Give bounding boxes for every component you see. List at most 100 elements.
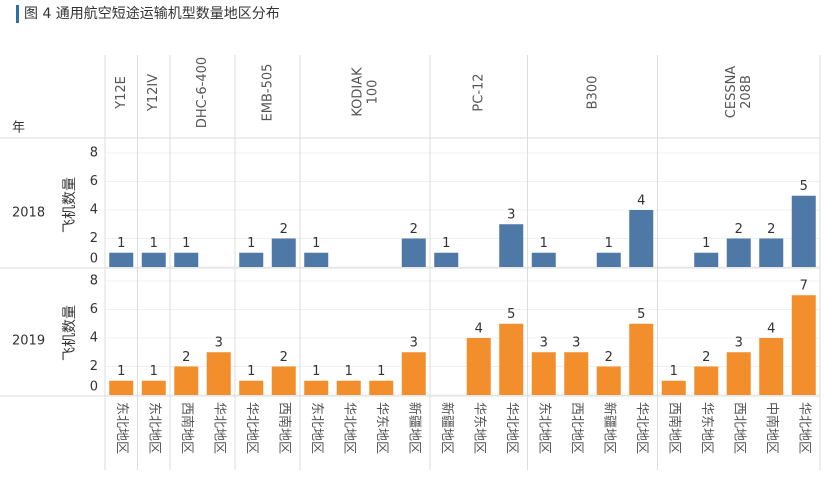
bar xyxy=(271,366,296,395)
bar xyxy=(596,366,621,395)
x-tick-label: 西北地区 xyxy=(731,402,746,454)
bar xyxy=(206,352,231,395)
group-header: KODIAK 100 xyxy=(350,67,381,117)
value-label: 3 xyxy=(540,336,548,351)
bar xyxy=(239,252,264,267)
x-tick-label: 新疆地区 xyxy=(406,402,422,454)
group-header: DHC-6-400 xyxy=(195,56,211,128)
x-tick-label: 西南地区 xyxy=(276,402,292,454)
group-header: PC-12 xyxy=(471,72,487,112)
value-label: 3 xyxy=(735,336,743,351)
bar xyxy=(466,337,491,395)
y-tick-label: 0 xyxy=(90,252,98,267)
value-label: 2 xyxy=(410,222,418,237)
chart-title: 图 4 通用航空短途运输机型数量地区分布 xyxy=(24,5,280,22)
value-label: 1 xyxy=(377,364,385,379)
bar xyxy=(434,252,459,267)
bar xyxy=(596,252,621,267)
value-label: 2 xyxy=(605,350,613,365)
y-tick-label: 0 xyxy=(90,380,98,395)
bar xyxy=(759,337,784,395)
x-tick-label: 华东地区 xyxy=(471,402,486,454)
bar xyxy=(629,323,654,395)
x-tick-label: 东北地区 xyxy=(536,402,551,454)
x-tick-label: 华东地区 xyxy=(699,402,714,454)
bar xyxy=(564,352,589,395)
x-tick-label: 华北地区 xyxy=(504,402,519,454)
x-tick-label: 新疆地区 xyxy=(601,402,617,454)
x-tick-label: 东北地区 xyxy=(114,402,129,454)
value-label: 1 xyxy=(182,236,190,251)
value-label: 1 xyxy=(150,364,158,379)
x-tick-label: 华北地区 xyxy=(796,402,811,454)
value-label: 1 xyxy=(605,236,613,251)
y-tick-label: 8 xyxy=(90,145,98,160)
value-label: 1 xyxy=(117,364,125,379)
value-label: 1 xyxy=(702,236,710,251)
x-tick-label: 新疆地区 xyxy=(439,402,455,454)
value-label: 2 xyxy=(280,222,288,237)
group-header: B300 xyxy=(584,75,600,109)
value-label: 2 xyxy=(702,350,710,365)
bar xyxy=(531,252,556,267)
x-tick-label: 西北地区 xyxy=(569,402,584,454)
bar xyxy=(629,209,654,267)
value-label: 1 xyxy=(442,236,450,251)
x-tick-label: 华北地区 xyxy=(244,402,259,454)
group-header: EMB-505 xyxy=(259,63,275,121)
bar xyxy=(336,380,361,395)
bar xyxy=(369,380,394,395)
bar xyxy=(694,252,719,267)
value-label: 1 xyxy=(312,364,320,379)
x-tick-label: 华北地区 xyxy=(211,402,226,454)
bar xyxy=(239,380,264,395)
bar xyxy=(401,238,426,267)
value-label: 1 xyxy=(312,236,320,251)
value-label: 2 xyxy=(767,222,775,237)
year-label: 2018 xyxy=(12,206,45,221)
bar xyxy=(499,323,524,395)
y-tick-label: 6 xyxy=(90,174,98,189)
bar xyxy=(174,366,199,395)
y-tick-label: 4 xyxy=(90,202,98,217)
x-tick-label: 华北地区 xyxy=(634,402,649,454)
row-label: 年 xyxy=(12,121,25,136)
bar xyxy=(531,352,556,395)
value-label: 1 xyxy=(247,364,255,379)
bar xyxy=(726,238,751,267)
value-label: 1 xyxy=(117,236,125,251)
title-marker xyxy=(16,5,19,23)
value-label: 2 xyxy=(735,222,743,237)
bar xyxy=(499,224,524,267)
bar xyxy=(271,238,296,267)
y-tick-label: 8 xyxy=(90,273,98,288)
x-tick-label: 华北地区 xyxy=(341,402,356,454)
y-tick-label: 4 xyxy=(90,330,98,345)
x-tick-label: 东北地区 xyxy=(146,402,161,454)
bar xyxy=(141,252,166,267)
value-label: 1 xyxy=(345,364,353,379)
group-header: Y12E xyxy=(113,75,129,109)
value-label: 1 xyxy=(150,236,158,251)
value-label: 3 xyxy=(410,336,418,351)
value-label: 1 xyxy=(540,236,548,251)
value-label: 2 xyxy=(182,350,190,365)
bar xyxy=(141,380,166,395)
bar xyxy=(791,295,816,395)
value-label: 5 xyxy=(637,307,645,322)
value-label: 4 xyxy=(767,321,775,336)
y-tick-label: 2 xyxy=(90,359,98,374)
group-header: Y12IV xyxy=(146,73,162,111)
x-tick-label: 西南地区 xyxy=(179,402,195,454)
bar xyxy=(304,380,329,395)
value-label: 3 xyxy=(507,208,515,223)
bar xyxy=(109,252,134,267)
value-label: 5 xyxy=(507,307,515,322)
bar xyxy=(759,238,784,267)
value-label: 3 xyxy=(572,336,580,351)
bar xyxy=(174,252,199,267)
x-tick-label: 中南地区 xyxy=(764,402,780,454)
bar xyxy=(661,380,686,395)
y-tick-label: 2 xyxy=(90,231,98,246)
